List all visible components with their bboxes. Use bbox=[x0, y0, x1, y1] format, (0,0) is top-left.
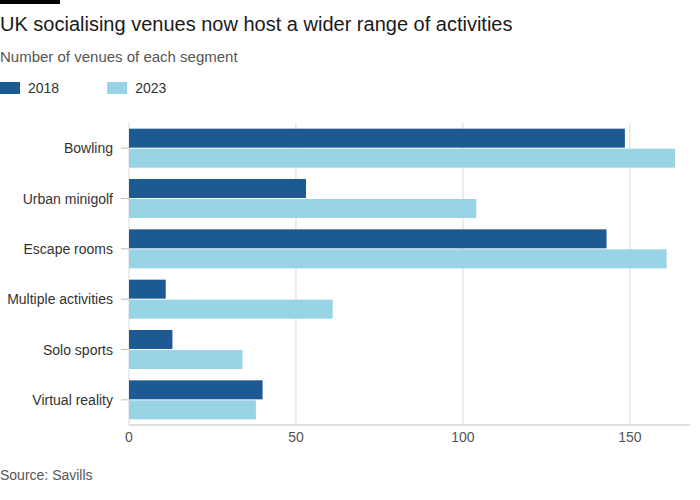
chart: UK socialising venues now host a wider r… bbox=[0, 0, 700, 500]
bar bbox=[129, 280, 166, 299]
legend-label: 2023 bbox=[135, 80, 166, 96]
bar bbox=[129, 149, 675, 168]
grid-line bbox=[462, 123, 463, 425]
bar bbox=[129, 199, 476, 218]
grid-line bbox=[629, 123, 630, 425]
legend-swatch bbox=[107, 82, 127, 94]
category-tick bbox=[121, 198, 129, 199]
bar bbox=[129, 179, 306, 198]
brand-bar bbox=[0, 0, 60, 4]
grid-line bbox=[295, 123, 296, 425]
category-label: Multiple activities bbox=[7, 291, 113, 307]
category-tick bbox=[121, 248, 129, 249]
category-tick bbox=[121, 399, 129, 400]
tick-label: 100 bbox=[451, 429, 475, 445]
category-tick bbox=[121, 148, 129, 149]
subtitle: Number of venues of each segment bbox=[0, 48, 238, 65]
category-label: Escape rooms bbox=[24, 241, 113, 257]
title: UK socialising venues now host a wider r… bbox=[0, 13, 512, 35]
tick-label: 0 bbox=[125, 429, 133, 445]
legend-swatch bbox=[0, 82, 20, 94]
tick-label: 150 bbox=[618, 429, 642, 445]
bar bbox=[129, 300, 333, 319]
bar bbox=[129, 400, 256, 419]
bar bbox=[129, 330, 172, 349]
bar bbox=[129, 350, 243, 369]
legend-label: 2018 bbox=[28, 80, 59, 96]
category-tick bbox=[121, 299, 129, 300]
category-label: Urban minigolf bbox=[23, 191, 113, 207]
tick-label: 50 bbox=[288, 429, 304, 445]
source: Source: Savills bbox=[0, 467, 93, 483]
bar bbox=[129, 380, 263, 399]
category-label: Virtual reality bbox=[32, 392, 113, 408]
bar bbox=[129, 249, 667, 268]
category-label: Bowling bbox=[64, 140, 113, 156]
bars bbox=[129, 129, 675, 420]
bar bbox=[129, 229, 607, 248]
x-axis-line bbox=[129, 425, 690, 426]
category-label: Solo sports bbox=[43, 342, 113, 358]
bar bbox=[129, 129, 625, 148]
category-tick bbox=[121, 349, 129, 350]
grid-line bbox=[129, 123, 130, 425]
